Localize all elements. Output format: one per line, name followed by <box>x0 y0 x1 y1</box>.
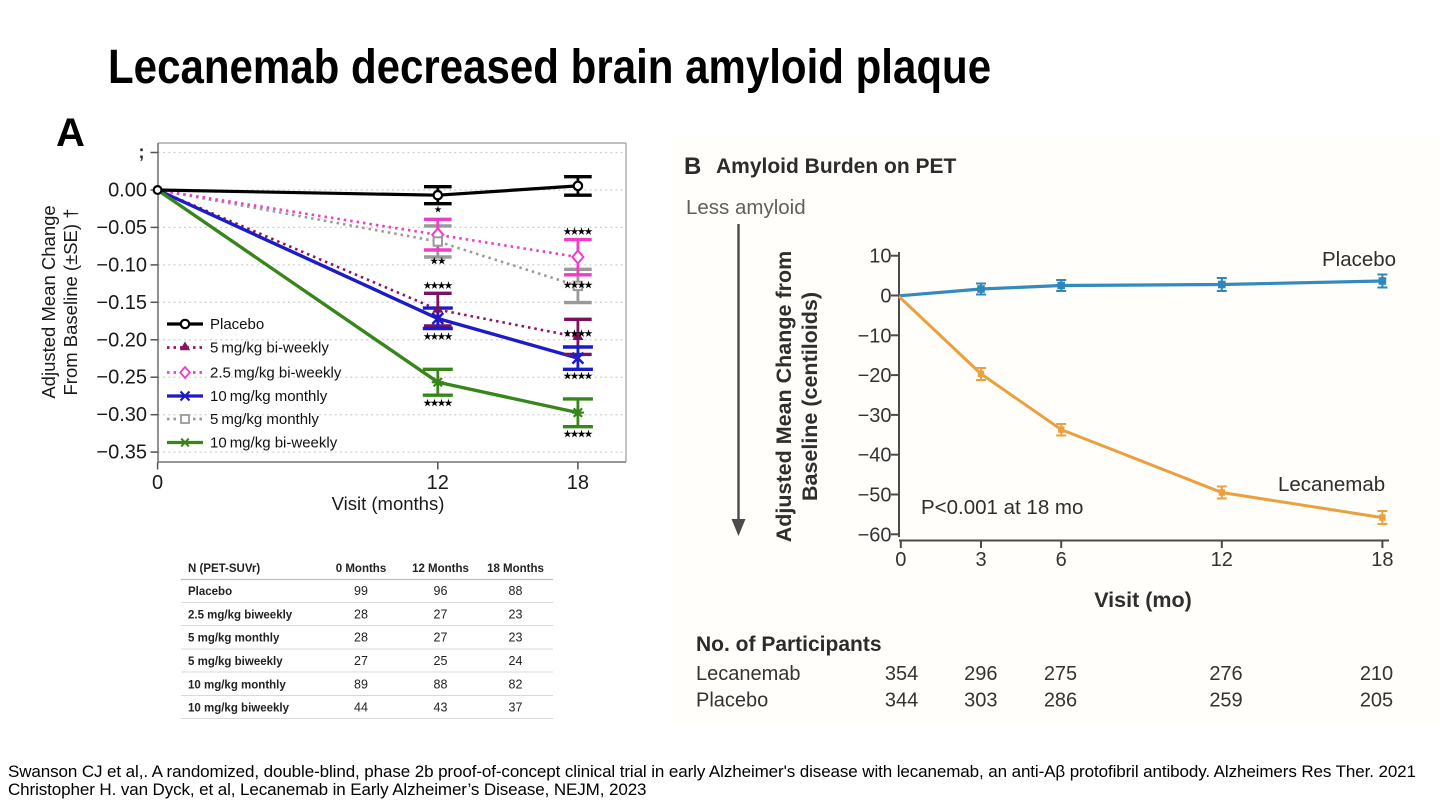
svg-text:18: 18 <box>567 472 589 494</box>
svg-text:10 mg/kg biweekly: 10 mg/kg biweekly <box>188 703 290 715</box>
svg-text:Less amyloid: Less amyloid <box>686 196 806 219</box>
svg-text:96: 96 <box>434 584 448 598</box>
svg-text:88: 88 <box>434 678 448 692</box>
svg-text:12: 12 <box>1211 549 1233 571</box>
svg-text:Adjusted Mean Change from: Adjusted Mean Change from <box>772 251 796 542</box>
svg-text:18: 18 <box>1371 549 1393 571</box>
svg-text:Placebo: Placebo <box>188 586 232 598</box>
svg-text:0: 0 <box>152 472 163 494</box>
svg-text:Amyloid Burden on PET: Amyloid Burden on PET <box>716 155 957 178</box>
svg-text:37: 37 <box>509 701 523 715</box>
svg-text:303: 303 <box>964 690 997 712</box>
svg-text:No. of Participants: No. of Participants <box>696 633 882 656</box>
svg-text:5 mg/kg bi-weekly: 5 mg/kg bi-weekly <box>210 340 329 357</box>
svg-text:Visit (months): Visit (months) <box>332 493 445 514</box>
svg-text:276: 276 <box>1209 663 1242 685</box>
svg-text:275: 275 <box>1044 663 1077 685</box>
svg-text:296: 296 <box>964 663 997 685</box>
svg-text:−0.20: −0.20 <box>96 329 147 351</box>
svg-text:27: 27 <box>434 631 448 645</box>
svg-text:354: 354 <box>885 663 918 685</box>
svg-text:10 mg/kg bi-weekly: 10 mg/kg bi-weekly <box>210 435 338 452</box>
svg-text:−40: −40 <box>858 445 892 467</box>
svg-text:88: 88 <box>509 584 523 598</box>
svg-text:10 mg/kg monthly: 10 mg/kg monthly <box>188 680 286 692</box>
svg-text:Baseline (centiloids): Baseline (centiloids) <box>798 292 822 501</box>
svg-text:Lecanemab: Lecanemab <box>1278 473 1385 496</box>
svg-text:286: 286 <box>1044 690 1077 712</box>
svg-text:210: 210 <box>1360 663 1393 685</box>
svg-text:89: 89 <box>354 678 368 692</box>
svg-text:2.5 mg/kg biweekly: 2.5 mg/kg biweekly <box>188 610 293 622</box>
svg-text:10 mg/kg monthly: 10 mg/kg monthly <box>210 388 328 405</box>
svg-text:43: 43 <box>434 701 448 715</box>
svg-text:5 mg/kg monthly: 5 mg/kg monthly <box>188 633 280 645</box>
svg-text:B: B <box>684 153 701 180</box>
svg-text:259: 259 <box>1209 690 1242 712</box>
svg-text:−0.15: −0.15 <box>96 292 147 314</box>
svg-text:−30: −30 <box>858 405 892 427</box>
svg-text:A: A <box>56 111 85 155</box>
svg-text:−10: −10 <box>858 325 892 347</box>
svg-text:0 Months: 0 Months <box>336 563 386 575</box>
svg-text:99: 99 <box>354 584 368 598</box>
svg-text:23: 23 <box>509 631 523 645</box>
svg-text:Placebo: Placebo <box>210 316 264 333</box>
svg-text:23: 23 <box>509 608 523 622</box>
svg-text:25: 25 <box>434 654 448 668</box>
svg-text:Adjusted Mean Change: Adjusted Mean Change <box>38 205 59 398</box>
svg-text:N (PET-SUVr): N (PET-SUVr) <box>188 563 260 575</box>
svg-text:205: 205 <box>1360 690 1393 712</box>
svg-text:−0.35: −0.35 <box>96 442 147 464</box>
svg-text:Placebo: Placebo <box>696 690 768 712</box>
svg-text:10: 10 <box>869 246 891 268</box>
svg-text:27: 27 <box>354 654 368 668</box>
svg-text:24: 24 <box>509 654 523 668</box>
svg-text:−0.25: −0.25 <box>96 367 147 389</box>
svg-text:44: 44 <box>354 701 368 715</box>
svg-text:2.5 mg/kg bi-weekly: 2.5 mg/kg bi-weekly <box>210 365 342 382</box>
svg-text:28: 28 <box>354 631 368 645</box>
svg-text:0: 0 <box>895 549 906 571</box>
svg-text:From Baseline (±SE) †: From Baseline (±SE) † <box>60 209 81 396</box>
svg-text:6: 6 <box>1056 549 1067 571</box>
svg-text:Visit (mo): Visit (mo) <box>1094 588 1192 612</box>
svg-text:12: 12 <box>427 472 449 494</box>
svg-text:P<0.001 at 18 mo: P<0.001 at 18 mo <box>921 496 1083 519</box>
svg-text:Placebo: Placebo <box>1322 248 1396 271</box>
svg-text:18 Months: 18 Months <box>487 563 544 575</box>
svg-text:;: ; <box>139 142 145 162</box>
svg-text:−60: −60 <box>858 524 892 546</box>
svg-text:28: 28 <box>354 608 368 622</box>
svg-text:0.00: 0.00 <box>108 180 147 202</box>
svg-text:−0.10: −0.10 <box>96 254 147 276</box>
svg-text:5 mg/kg biweekly: 5 mg/kg biweekly <box>188 656 283 668</box>
svg-text:Lecanemab decreased brain amyl: Lecanemab decreased brain amyloid plaque <box>108 39 991 93</box>
svg-text:Lecanemab: Lecanemab <box>696 663 801 685</box>
svg-text:82: 82 <box>509 678 523 692</box>
svg-text:344: 344 <box>885 690 918 712</box>
svg-text:−0.30: −0.30 <box>96 404 147 426</box>
svg-text:−50: −50 <box>858 485 892 507</box>
svg-text:−0.05: −0.05 <box>96 217 147 239</box>
svg-text:5 mg/kg monthly: 5 mg/kg monthly <box>210 411 319 428</box>
svg-text:3: 3 <box>975 549 986 571</box>
svg-text:12 Months: 12 Months <box>412 563 469 575</box>
svg-text:27: 27 <box>434 608 448 622</box>
svg-text:0: 0 <box>880 286 891 308</box>
svg-text:−20: −20 <box>858 365 892 387</box>
